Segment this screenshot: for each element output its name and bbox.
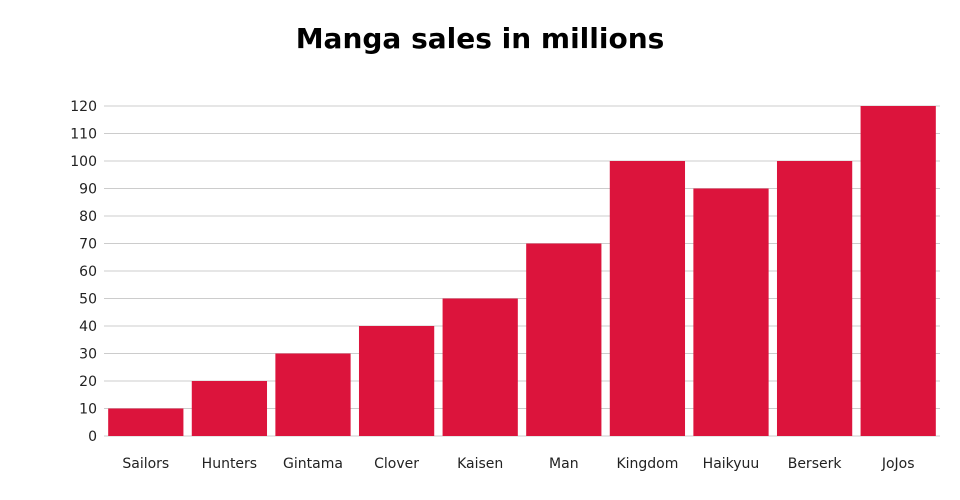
- x-tick-label: Hunters: [202, 456, 257, 472]
- chart-title: Manga sales in millions: [295, 22, 665, 55]
- y-tick-label: 50: [79, 292, 97, 308]
- x-tick-label: Sailors: [122, 456, 169, 472]
- y-tick-label: 60: [79, 264, 97, 280]
- bar-hunters: [191, 381, 268, 436]
- x-tick-label: Berserk: [788, 456, 843, 472]
- bar-gintama: [275, 353, 351, 436]
- y-tick-label: 10: [79, 402, 97, 418]
- y-axis-tick-labels: 0 10 20 30 40 50 60 70 80 90 100 110 120: [70, 99, 97, 445]
- bar-haikyuu: [693, 188, 769, 436]
- x-axis-tick-labels: Sailors Hunters Gintama Clover Kaisen Man King…: [122, 456, 914, 472]
- y-tick-label: 90: [79, 182, 97, 198]
- bar-kaisen: [442, 298, 518, 436]
- y-tick-label: 30: [79, 347, 97, 363]
- y-tick-label: 110: [70, 127, 97, 143]
- bar-man: [526, 243, 602, 436]
- y-tick-label: 80: [79, 209, 97, 225]
- bar-berserk: [776, 161, 853, 436]
- x-tick-label: Gintama: [283, 456, 343, 472]
- x-tick-label: Man: [549, 456, 579, 472]
- y-tick-label: 120: [70, 99, 97, 115]
- x-tick-label: JoJos: [881, 456, 915, 472]
- x-tick-label: Kingdom: [616, 456, 678, 472]
- bars: [108, 106, 936, 436]
- x-tick-label: Clover: [374, 456, 419, 472]
- x-tick-label: Kaisen: [457, 456, 503, 472]
- x-tick-label: Haikyuu: [703, 456, 760, 472]
- y-tick-label: 0: [88, 429, 97, 445]
- bar-jojos: [860, 106, 936, 436]
- y-tick-label: 70: [79, 237, 97, 253]
- y-tick-label: 40: [79, 319, 97, 335]
- bar-sailors: [108, 408, 184, 436]
- y-tick-label: 100: [70, 154, 97, 170]
- y-tick-label: 20: [79, 374, 97, 390]
- bar-clover: [358, 326, 435, 436]
- bar-kingdom: [609, 161, 686, 436]
